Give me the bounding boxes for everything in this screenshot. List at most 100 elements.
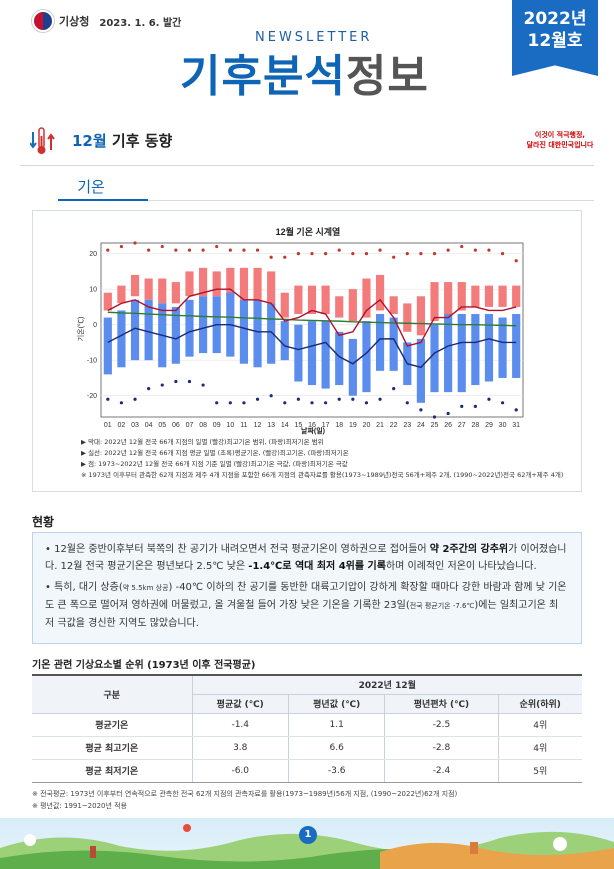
x-tick-label: 26 bbox=[444, 422, 452, 429]
range-bar bbox=[403, 303, 412, 332]
x-tick-label: 23 bbox=[403, 422, 411, 429]
subtab-underline bbox=[58, 199, 148, 201]
table-row: 평균 최고기온 3.8 6.6 -2.8 4위 bbox=[32, 736, 582, 760]
extreme-high-point bbox=[487, 248, 491, 252]
extreme-high-point bbox=[324, 252, 328, 256]
range-bar bbox=[335, 331, 344, 386]
x-tick-label: 13 bbox=[267, 422, 275, 429]
extreme-high-point bbox=[174, 248, 178, 252]
x-tick-label: 31 bbox=[512, 422, 520, 429]
extreme-low-point bbox=[283, 401, 287, 405]
range-bar bbox=[512, 285, 521, 307]
table-cell: -1.4 bbox=[191, 713, 289, 737]
x-tick-label: 29 bbox=[485, 422, 493, 429]
taegeuk-icon bbox=[32, 10, 54, 32]
range-bar bbox=[171, 306, 180, 364]
range-bar bbox=[389, 296, 398, 315]
table-header: 평년편차 (℃) bbox=[384, 694, 499, 714]
extreme-high-point bbox=[514, 259, 518, 263]
extreme-high-point bbox=[242, 248, 246, 252]
range-bar bbox=[212, 271, 221, 297]
agency-logo: 기상청 2023. 1. 6. 발간 bbox=[32, 10, 181, 32]
extreme-high-point bbox=[147, 248, 151, 252]
status-heading: 현황 bbox=[32, 515, 55, 529]
table-cell: -6.0 bbox=[191, 759, 289, 783]
x-tick-label: 09 bbox=[213, 422, 221, 429]
y-tick-label: 10 bbox=[89, 287, 97, 294]
range-bar bbox=[171, 282, 180, 304]
extreme-low-point bbox=[174, 379, 178, 384]
extreme-low-point bbox=[147, 386, 151, 391]
range-bar bbox=[484, 314, 494, 382]
range-bar bbox=[498, 317, 507, 378]
status-box: • 12월은 중반이후부터 북쪽의 찬 공기가 내려오면서 전국 평균기온이 영… bbox=[32, 532, 582, 644]
table-title: 기온 관련 기상요소별 순위 (1973년 이후 전국평균) bbox=[32, 660, 256, 671]
extreme-low-point bbox=[255, 397, 260, 401]
x-tick-label: 28 bbox=[471, 422, 479, 429]
status-emphasis: 약 2주간의 강추위 bbox=[429, 544, 509, 555]
ranking-table: 구분 2022년 12월 평균값 (℃) 평년값 (℃) 평년편차 (℃) 순위… bbox=[32, 674, 582, 783]
slogan-line-1: 이것이 적극행정, bbox=[534, 131, 586, 139]
range-bar bbox=[294, 324, 303, 382]
y-tick-label: 0 bbox=[93, 322, 97, 329]
range-bar bbox=[294, 285, 303, 315]
x-tick-label: 08 bbox=[199, 422, 207, 429]
range-bar bbox=[307, 321, 317, 386]
section-heading: 12월 기후 동향 이것이 적극행정, 달라진 대한민국입니다 bbox=[20, 122, 594, 160]
extreme-low-point bbox=[392, 386, 396, 391]
range-bar bbox=[144, 278, 153, 300]
extreme-high-point bbox=[432, 252, 437, 256]
x-tick-label: 16 bbox=[308, 422, 316, 429]
series-line bbox=[107, 288, 517, 347]
issue-month: 12월호 bbox=[527, 31, 583, 51]
row-label: 평균기온 bbox=[32, 713, 192, 737]
x-tick-label: 14 bbox=[281, 422, 289, 429]
section-divider bbox=[20, 165, 594, 166]
extreme-low-point bbox=[364, 401, 369, 405]
extreme-high-point bbox=[446, 248, 450, 252]
extreme-low-point bbox=[228, 401, 232, 405]
range-bar bbox=[226, 267, 235, 297]
range-bar bbox=[471, 314, 480, 386]
range-bar bbox=[253, 267, 262, 300]
x-tick-label: 05 bbox=[158, 422, 166, 429]
range-bar bbox=[430, 282, 439, 322]
slogan-line-2: 달라진 대한민국입니다 bbox=[526, 141, 594, 149]
plot-frame bbox=[100, 242, 524, 418]
range-bar bbox=[444, 282, 453, 315]
extreme-high-point bbox=[378, 248, 382, 252]
table-cell: 3.8 bbox=[191, 736, 289, 760]
extreme-low-point bbox=[446, 411, 450, 416]
range-bar bbox=[239, 267, 249, 300]
extreme-high-point bbox=[473, 248, 477, 252]
extreme-low-point bbox=[242, 401, 246, 405]
range-bar bbox=[321, 321, 330, 389]
extreme-high-point bbox=[215, 244, 219, 249]
x-tick-label: 02 bbox=[118, 422, 126, 429]
table-header: 순위(하위) bbox=[497, 694, 582, 714]
series-line bbox=[107, 323, 517, 369]
range-bar bbox=[239, 299, 249, 364]
subtab-rule bbox=[148, 200, 594, 201]
table-header-period: 2022년 12월 bbox=[191, 674, 582, 695]
range-bar bbox=[457, 314, 466, 393]
extreme-high-point bbox=[392, 255, 396, 259]
row-label: 평균 최저기온 bbox=[32, 759, 192, 783]
extreme-high-point bbox=[364, 252, 369, 256]
title-part-2: 정보 bbox=[345, 51, 429, 102]
table-cell: -2.5 bbox=[384, 713, 499, 737]
x-tick-label: 07 bbox=[186, 422, 194, 429]
x-tick-label: 12 bbox=[254, 422, 262, 429]
publication-date: 2023. 1. 6. 발간 bbox=[99, 17, 182, 29]
extreme-low-point bbox=[473, 404, 477, 408]
chart-notes: ▶ 막대: 2022년 12월 전국 66개 지점의 일별 (빨강)최고기온 범… bbox=[81, 437, 563, 481]
extreme-low-point bbox=[460, 404, 464, 408]
range-bar bbox=[185, 271, 194, 297]
range-bar bbox=[348, 338, 357, 396]
range-bar bbox=[117, 310, 126, 368]
x-tick-label: 04 bbox=[145, 422, 153, 429]
table-cell: 1.1 bbox=[287, 713, 385, 737]
extreme-low-point bbox=[296, 397, 300, 401]
table-cell: -2.8 bbox=[384, 736, 499, 760]
chart-note: ▶ 실선: 2022년 12월 전국 66개 지점 평균 일별 (초록)평균기온… bbox=[81, 449, 349, 457]
